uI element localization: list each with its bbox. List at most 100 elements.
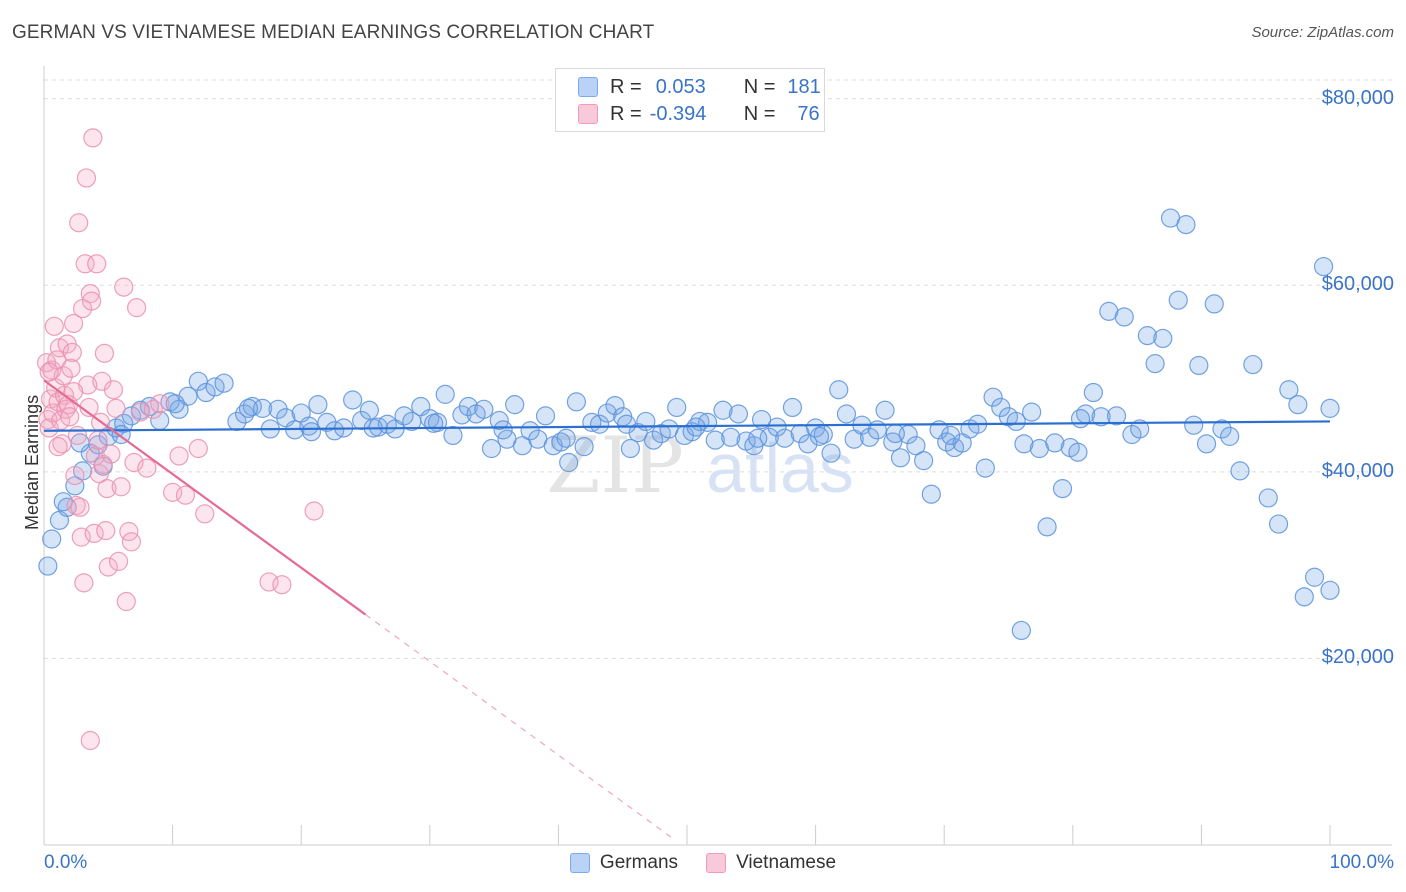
point-germans [559, 452, 579, 473]
point-germans [1045, 433, 1065, 453]
point-vietnamese [111, 477, 131, 497]
point-germans [906, 436, 926, 456]
point-vietnamese [75, 254, 95, 274]
point-vietnamese [97, 479, 117, 499]
point-germans [481, 438, 502, 459]
point-vietnamese [188, 438, 208, 459]
point-germans [1258, 488, 1278, 508]
point-vietnamese [195, 504, 215, 524]
y-tick-label: $40,000 [1321, 459, 1394, 482]
point-vietnamese [74, 573, 94, 593]
point-germans [551, 432, 571, 452]
point-vietnamese [103, 380, 124, 400]
legend-row-germans: R = 0.053 N = 181 [578, 75, 821, 99]
point-vietnamese [126, 298, 147, 318]
y-tick-label: $80,000 [1321, 86, 1394, 109]
trend-line-vietnamese-extrapolated [365, 614, 675, 840]
point-germans [343, 390, 363, 410]
point-germans [443, 425, 463, 446]
point-vietnamese [83, 128, 103, 148]
legend-n-label: N = [743, 102, 776, 125]
chart-title: GERMAN VS VIETNAMESE MEDIAN EARNINGS COR… [12, 22, 655, 43]
point-germans [253, 398, 273, 418]
point-germans [705, 430, 725, 450]
point-vietnamese [67, 425, 88, 446]
point-germans [921, 484, 941, 504]
point-vietnamese [101, 444, 121, 464]
series-legend: Germans Vietnamese [0, 852, 1406, 874]
legend-item-germans[interactable]: Germans [569, 852, 679, 874]
point-vietnamese [63, 313, 84, 334]
point-germans [1320, 580, 1340, 600]
point-germans [1130, 419, 1150, 439]
point-germans [1114, 307, 1134, 327]
point-vietnamese [116, 591, 136, 612]
point-germans [1243, 354, 1263, 375]
point-vietnamese [39, 362, 59, 382]
point-germans [1268, 514, 1289, 534]
point-germans [597, 403, 617, 423]
point-germans [196, 382, 216, 403]
legend-r-label: R = [610, 102, 642, 125]
point-germans [474, 399, 494, 419]
legend-swatch-vietnamese [706, 853, 727, 873]
point-vietnamese [304, 501, 324, 521]
point-germans [620, 438, 641, 459]
point-germans [1176, 215, 1196, 235]
point-germans [42, 529, 62, 549]
point-vietnamese [84, 523, 104, 544]
y-axis-label: Median Earnings [22, 394, 42, 530]
point-germans [1070, 409, 1091, 429]
y-tick-label: $20,000 [1321, 646, 1394, 669]
point-vietnamese [65, 465, 85, 486]
point-vietnamese [108, 551, 129, 571]
point-germans [821, 443, 841, 463]
point-germans [505, 395, 525, 415]
legend-swatch-vietnamese [578, 104, 598, 124]
point-germans [798, 434, 818, 454]
point-germans [975, 458, 995, 478]
point-vietnamese [60, 407, 80, 427]
point-germans [721, 427, 741, 447]
point-vietnamese [40, 389, 61, 409]
point-germans [1204, 294, 1224, 314]
point-germans [605, 395, 625, 416]
point-germans [1137, 326, 1157, 346]
point-vietnamese [61, 358, 81, 378]
point-vietnamese [80, 730, 100, 751]
point-germans [867, 420, 887, 440]
point-vietnamese [48, 437, 68, 457]
point-germans [1184, 415, 1204, 435]
point-vietnamese [76, 168, 97, 188]
x-tick-label-max: 100.0% [1329, 852, 1394, 873]
axes [43, 66, 1392, 846]
legend-r-value: 0.053 [655, 75, 706, 98]
legend-label-vietnamese: Vietnamese [736, 852, 837, 873]
point-germans [1006, 411, 1026, 432]
point-germans [1230, 461, 1250, 481]
point-germans [308, 395, 328, 415]
point-germans [1288, 395, 1308, 415]
point-vietnamese [87, 254, 107, 274]
stats-legend: R = 0.053 N = 181 R = -0.394 N = 76 [555, 68, 825, 132]
point-germans [535, 406, 556, 426]
point-germans [1014, 434, 1034, 454]
point-germans [556, 428, 576, 448]
point-germans [38, 556, 58, 576]
point-germans [1189, 355, 1209, 376]
point-germans [589, 414, 610, 434]
gridlines [44, 79, 1392, 659]
series-vietnamese [36, 128, 324, 751]
point-vietnamese [150, 394, 170, 414]
legend-label-germans: Germans [599, 852, 679, 873]
point-vietnamese [106, 398, 126, 418]
point-germans [1168, 290, 1188, 310]
point-germans [860, 427, 880, 447]
legend-n-label: N = [743, 75, 776, 98]
point-germans [748, 428, 768, 448]
point-germans [574, 437, 594, 457]
point-germans [1145, 354, 1165, 374]
series-germans [38, 208, 1340, 641]
legend-item-vietnamese[interactable]: Vietnamese [706, 852, 836, 874]
point-germans [165, 394, 185, 414]
